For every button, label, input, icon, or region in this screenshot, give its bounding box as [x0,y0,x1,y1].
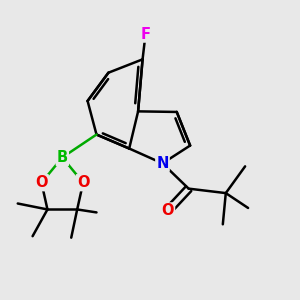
Text: N: N [156,156,169,171]
Text: O: O [35,175,48,190]
Text: O: O [77,175,89,190]
Text: B: B [57,150,68,165]
Text: F: F [140,27,151,42]
Text: O: O [162,203,174,218]
